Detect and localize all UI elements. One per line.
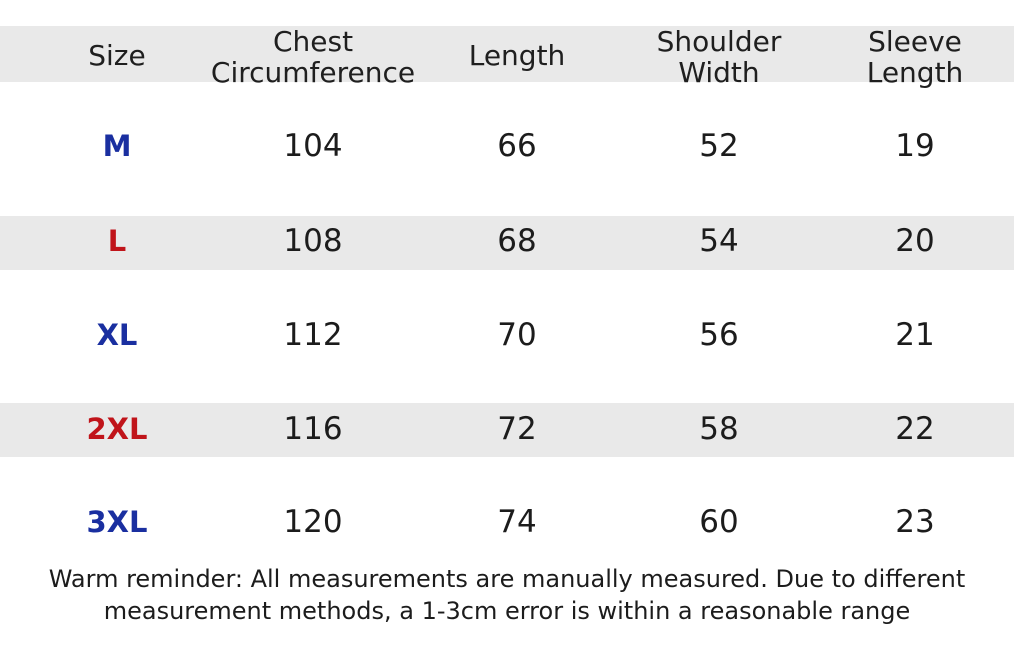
- header-size-label: Size: [88, 39, 146, 72]
- length-cell: 68: [497, 223, 537, 259]
- header-length-label: Length: [468, 39, 566, 72]
- header-sleeve-line2: Length: [866, 56, 964, 89]
- chest-cell: 120: [283, 504, 343, 540]
- table-row: 2XL 116 72 58 22: [0, 409, 1014, 449]
- header-chest: Chest Circumference: [211, 26, 415, 88]
- size-cell: L: [107, 224, 127, 258]
- table-row: 3XL 120 74 60 23: [0, 502, 1014, 542]
- sleeve-cell: 21: [895, 317, 935, 353]
- sleeve-cell: 20: [895, 223, 935, 259]
- size-cell: XL: [96, 318, 138, 352]
- size-cell: 2XL: [86, 412, 148, 446]
- warm-reminder-note: Warm reminder: All measurements are manu…: [0, 563, 1014, 627]
- note-line-2: measurement methods, a 1-3cm error is wi…: [103, 597, 911, 625]
- chest-cell: 116: [283, 411, 343, 447]
- table-header: Size Chest Circumference Length Shoulder…: [0, 26, 1014, 88]
- header-sleeve: Sleeve Length: [867, 26, 964, 88]
- size-cell: M: [102, 129, 132, 163]
- row-band-l: [0, 216, 1014, 270]
- row-band-2xl: [0, 403, 1014, 457]
- shoulder-cell: 54: [699, 223, 739, 259]
- length-cell: 74: [497, 504, 537, 540]
- header-length: Length: [469, 40, 566, 71]
- length-cell: 70: [497, 317, 537, 353]
- shoulder-cell: 60: [699, 504, 739, 540]
- header-shoulder-line2: Width: [678, 56, 760, 89]
- size-cell: 3XL: [86, 505, 148, 539]
- header-size: Size: [88, 40, 145, 71]
- header-chest-line1: Chest: [272, 25, 354, 58]
- sleeve-cell: 23: [895, 504, 935, 540]
- sleeve-cell: 19: [895, 128, 935, 164]
- header-shoulder-line1: Shoulder: [656, 25, 782, 58]
- chest-cell: 108: [283, 223, 343, 259]
- shoulder-cell: 56: [699, 317, 739, 353]
- header-shoulder: Shoulder Width: [657, 26, 782, 88]
- shoulder-cell: 58: [699, 411, 739, 447]
- header-band: [0, 26, 1014, 82]
- shoulder-cell: 52: [699, 128, 739, 164]
- table-row: XL 112 70 56 21: [0, 315, 1014, 355]
- length-cell: 66: [497, 128, 537, 164]
- note-line-1: Warm reminder: All measurements are manu…: [48, 565, 966, 593]
- header-chest-line2: Circumference: [210, 56, 416, 89]
- sleeve-cell: 22: [895, 411, 935, 447]
- chest-cell: 104: [283, 128, 343, 164]
- length-cell: 72: [497, 411, 537, 447]
- header-sleeve-line1: Sleeve: [868, 25, 962, 58]
- chest-cell: 112: [283, 317, 343, 353]
- table-row: L 108 68 54 20: [0, 221, 1014, 261]
- table-row: M 104 66 52 19: [0, 126, 1014, 166]
